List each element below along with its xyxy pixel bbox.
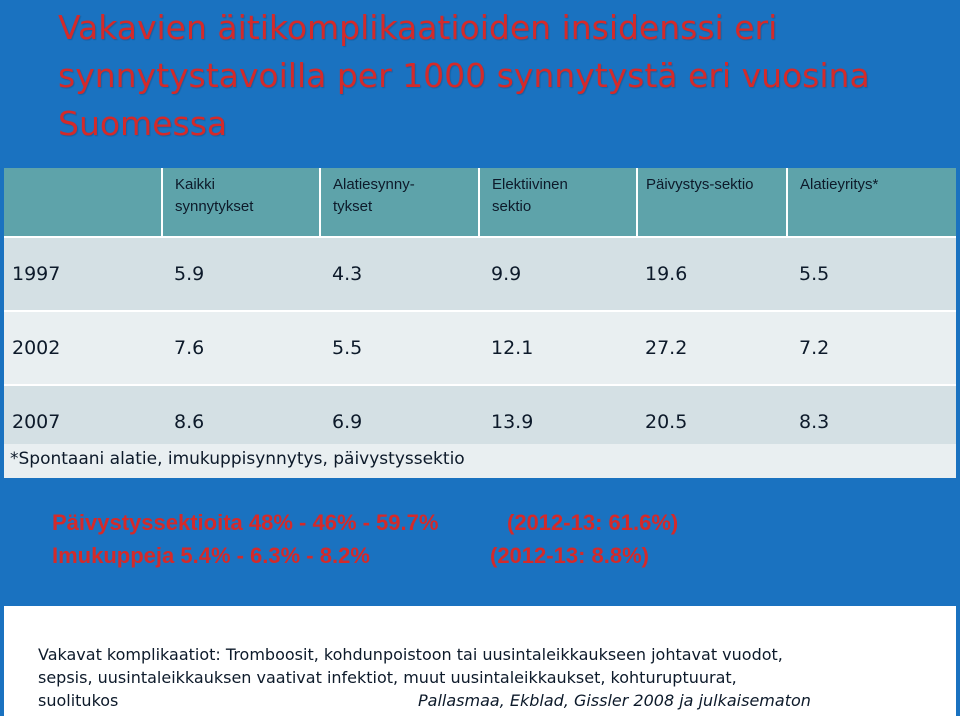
title-line-3: Suomessa [58, 104, 228, 143]
header-cell-attempted-vaginal: Alatieyritys* [787, 168, 956, 238]
complications-note-box: Vakavat komplikaatiot: Tromboosit, kohdu… [4, 606, 956, 716]
table-cell: 5.5 [320, 311, 479, 386]
stats-row-emergency-cs: Päivystyssektioita 48% - 46% - 59.7% (20… [52, 506, 752, 539]
complications-line-3-text: suolitukos [38, 691, 119, 710]
header-line: synnytykset [175, 198, 254, 215]
header-line: Päivystys-sektio [646, 176, 754, 193]
table-cell: 7.2 [787, 311, 956, 386]
table-cell: 9.9 [479, 237, 637, 312]
year-cell: 1997 [4, 237, 162, 312]
table-cell: 27.2 [637, 311, 787, 386]
title-line-1: Vakavien äitikomplikaatioiden insidenssi… [58, 8, 778, 47]
header-cell-emergency-cs: Päivystys-sektio [637, 168, 788, 238]
table-footnote: *Spontaani alatie, imukuppisynnytys, päi… [4, 444, 956, 478]
table-cell: 7.6 [162, 311, 320, 386]
summary-stats: Päivystyssektioita 48% - 46% - 59.7% (20… [52, 506, 752, 572]
table-row: 2002 7.6 5.5 12.1 27.2 7.2 [4, 311, 956, 386]
stats-vacuum: Imukuppeja 5.4% - 6.3% - 8.2% [52, 543, 370, 568]
source-citation: Pallasmaa, Ekblad, Gissler 2008 ja julka… [418, 691, 811, 710]
stats-emergency-cs: Päivystyssektioita 48% - 46% - 59.7% [52, 510, 439, 535]
header-line: Alatieyritys* [800, 176, 879, 193]
table-cell: 5.9 [162, 237, 320, 312]
table-cell: 4.3 [320, 237, 479, 312]
table-cell: 12.1 [479, 311, 637, 386]
title-line-2: synnytystavoilla per 1000 synnytystä eri… [58, 56, 870, 95]
year-cell: 2002 [4, 311, 162, 386]
header-line: Kaikki [175, 176, 216, 193]
stats-row-vacuum: Imukuppeja 5.4% - 6.3% - 8.2% (2012-13: … [52, 539, 752, 572]
header-line: tykset [333, 198, 373, 215]
header-line: sektio [492, 198, 532, 215]
table-header-row: Kaikki synnytykset Alatiesynny- tykset E… [4, 168, 956, 238]
complications-line-1: Vakavat komplikaatiot: Tromboosit, kohdu… [38, 645, 783, 664]
table-cell: 5.5 [787, 237, 956, 312]
header-cell-vaginal-births: Alatiesynny- tykset [320, 168, 480, 238]
incidence-table: Kaikki synnytykset Alatiesynny- tykset E… [4, 168, 956, 458]
header-cell-year [4, 168, 163, 238]
stats-emergency-cs-recent: (2012-13: 61.6%) [507, 510, 679, 535]
slide-title: Vakavien äitikomplikaatioiden insidenssi… [58, 4, 938, 148]
complications-line-3: suolitukos Pallasmaa, Ekblad, Gissler 20… [38, 689, 956, 712]
header-line: Elektiivinen [492, 176, 568, 193]
complications-line-2: sepsis, uusintaleikkauksen vaativat infe… [38, 668, 737, 687]
table-cell: 19.6 [637, 237, 787, 312]
table-row: 1997 5.9 4.3 9.9 19.6 5.5 [4, 237, 956, 312]
header-cell-all-births: Kaikki synnytykset [162, 168, 321, 238]
header-line: Alatiesynny- [333, 176, 415, 193]
header-cell-elective-cs: Elektiivinen sektio [479, 168, 638, 238]
stats-vacuum-recent: (2012-13: 8.8%) [490, 543, 649, 568]
